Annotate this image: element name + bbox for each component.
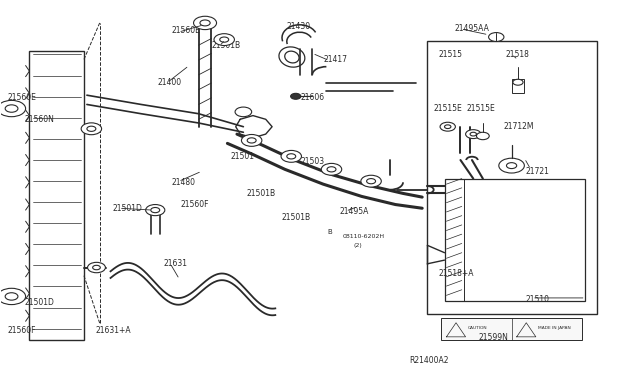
Circle shape	[466, 130, 481, 138]
Circle shape	[220, 37, 228, 42]
Circle shape	[93, 265, 100, 270]
Text: 21560F: 21560F	[7, 326, 36, 335]
Circle shape	[287, 154, 296, 159]
Text: 21480: 21480	[172, 178, 196, 187]
Circle shape	[5, 293, 18, 300]
Text: 21515E: 21515E	[467, 104, 495, 113]
Text: 21631: 21631	[164, 259, 188, 268]
Circle shape	[235, 107, 252, 117]
Text: 21721: 21721	[525, 167, 550, 176]
Text: 21631+A: 21631+A	[95, 326, 131, 335]
Circle shape	[327, 167, 336, 172]
Circle shape	[291, 93, 301, 99]
Bar	[445, 179, 585, 301]
Circle shape	[499, 158, 524, 173]
Text: 21501: 21501	[230, 152, 255, 161]
Bar	[442, 318, 582, 340]
Circle shape	[321, 163, 342, 175]
Text: 21712M: 21712M	[504, 122, 534, 131]
Text: 21518+A: 21518+A	[439, 269, 474, 278]
Circle shape	[241, 135, 262, 146]
Text: 21501D: 21501D	[25, 298, 55, 307]
Text: 21400: 21400	[157, 78, 181, 87]
Circle shape	[470, 132, 476, 136]
Circle shape	[440, 122, 456, 131]
Text: 21501B: 21501B	[282, 213, 311, 222]
Circle shape	[200, 20, 210, 26]
Text: 21560N: 21560N	[25, 115, 55, 124]
Circle shape	[0, 100, 26, 117]
Circle shape	[445, 125, 451, 129]
Text: 21515E: 21515E	[434, 104, 463, 113]
Bar	[428, 41, 596, 314]
Bar	[29, 51, 84, 340]
Circle shape	[281, 150, 301, 162]
Circle shape	[81, 123, 102, 135]
Circle shape	[506, 163, 516, 169]
Circle shape	[214, 34, 234, 45]
Text: B: B	[328, 229, 333, 235]
Circle shape	[476, 132, 489, 140]
Text: 08110-6202H: 08110-6202H	[343, 234, 385, 238]
Text: (2): (2)	[353, 243, 362, 248]
Circle shape	[87, 126, 96, 131]
Circle shape	[5, 105, 18, 112]
Text: CAUTION: CAUTION	[468, 327, 488, 330]
Circle shape	[513, 79, 523, 85]
Circle shape	[488, 33, 504, 41]
Circle shape	[88, 262, 106, 273]
Text: 21495A: 21495A	[339, 208, 369, 217]
Text: 21501B: 21501B	[246, 189, 276, 198]
Text: 21495AA: 21495AA	[454, 24, 489, 33]
Text: 21515: 21515	[439, 50, 463, 59]
Text: 21560E: 21560E	[7, 93, 36, 102]
Text: 21560F: 21560F	[180, 200, 209, 209]
Circle shape	[0, 288, 26, 305]
Text: 21518: 21518	[505, 50, 529, 59]
Circle shape	[367, 179, 376, 184]
Bar	[511, 78, 524, 93]
Circle shape	[361, 175, 381, 187]
Text: 21599N: 21599N	[478, 333, 508, 343]
Text: 21510: 21510	[525, 295, 550, 304]
Circle shape	[151, 208, 160, 213]
Text: 21606: 21606	[301, 93, 325, 102]
Text: 21501B: 21501B	[211, 41, 241, 50]
Text: 21430: 21430	[287, 22, 311, 31]
Text: MADE IN JAPAN: MADE IN JAPAN	[538, 327, 571, 330]
Text: 21417: 21417	[324, 55, 348, 64]
Circle shape	[146, 205, 165, 216]
Text: 21560E: 21560E	[172, 26, 201, 35]
Text: 21501D: 21501D	[113, 204, 142, 213]
Circle shape	[247, 138, 256, 143]
Text: R21400A2: R21400A2	[410, 356, 449, 365]
Text: 21503: 21503	[301, 157, 325, 166]
Circle shape	[193, 16, 216, 30]
